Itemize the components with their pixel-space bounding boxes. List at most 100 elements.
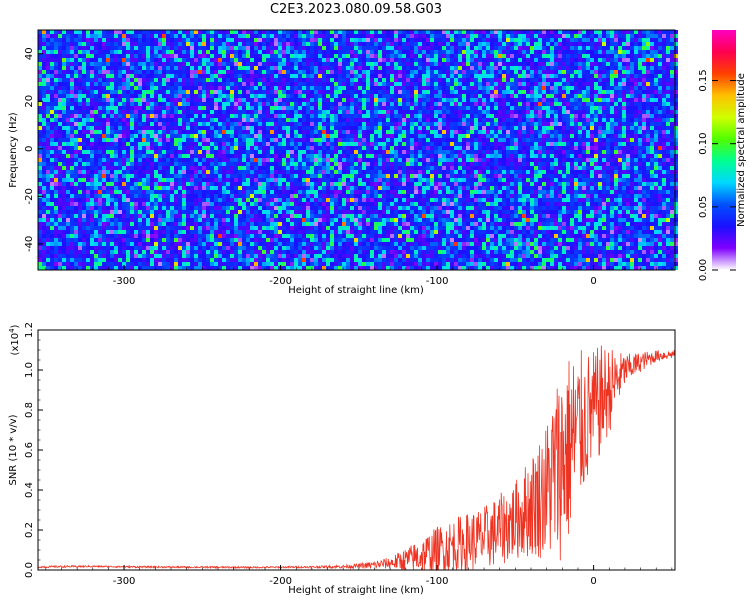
heatmap-cell [590,54,594,58]
heatmap-cell [46,58,50,62]
heatmap-cell [562,150,566,154]
heatmap-cell [218,118,222,122]
heatmap-cell [394,42,398,46]
heatmap-cell [126,98,130,102]
heatmap-cell [74,90,78,94]
heatmap-cell [82,130,86,134]
heatmap-cell [330,134,334,138]
heatmap-cell [378,126,382,130]
heatmap-cell [398,114,402,118]
heatmap-cell [586,74,590,78]
heatmap-cell [322,126,326,130]
heatmap-cell [50,138,54,142]
heatmap-cell [406,42,410,46]
heatmap-cell [618,150,622,154]
heatmap-cell [590,74,594,78]
heatmap-cell [446,106,450,110]
heatmap-cell [506,42,510,46]
heatmap-cell [402,102,406,106]
heatmap-cell [222,130,226,134]
heatmap-cell [394,30,398,34]
heatmap-cell [254,94,258,98]
heatmap-cell [342,90,346,94]
heatmap-cell [426,98,430,102]
heatmap-cell [634,130,638,134]
heatmap-cell [306,110,310,114]
heatmap-cell [410,70,414,74]
heatmap-cell [134,138,138,142]
heatmap-cell [358,38,362,42]
heatmap-cell [582,66,586,70]
heatmap-cell [486,78,490,82]
heatmap-cell [186,82,190,86]
heatmap-cell [622,50,626,54]
heatmap-cell [150,62,154,66]
heatmap-cell [518,58,522,62]
heatmap-cell [614,130,618,134]
heatmap-cell [634,110,638,114]
heatmap-cell [282,54,286,58]
heatmap-cell [74,50,78,54]
heatmap-cell [206,106,210,110]
heatmap-cell [58,150,62,154]
heatmap-cell [154,130,158,134]
heatmap-cell [234,122,238,126]
heatmap-cell [38,138,42,142]
heatmap-cell [154,98,158,102]
heatmap-cell [446,130,450,134]
heatmap-cell [674,82,678,86]
heatmap-cell [662,34,666,38]
heatmap-cell [510,150,514,154]
heatmap-cell [146,142,150,146]
heatmap-cell [582,142,586,146]
heatmap-cell [454,134,458,138]
heatmap-cell [110,86,114,90]
heatmap-cell [582,70,586,74]
heatmap-cell [394,50,398,54]
heatmap-cell [462,66,466,70]
heatmap-cell [326,150,330,154]
heatmap-cell [490,38,494,42]
heatmap-cell [122,58,126,62]
heatmap-cell [350,98,354,102]
heatmap-cell [54,122,58,126]
heatmap-cell [254,150,258,154]
heatmap-cell [534,150,538,154]
heatmap-cell [410,62,414,66]
heatmap-cell [554,106,558,110]
heatmap-cell [114,150,118,154]
heatmap-cell [318,70,322,74]
heatmap-cell [294,30,298,34]
heatmap-cell [546,50,550,54]
heatmap-cell [654,38,658,42]
heatmap-cell [618,106,622,110]
heatmap-cell [562,134,566,138]
heatmap-cell [566,150,570,154]
heatmap-cell [618,94,622,98]
heatmap-cell [246,102,250,106]
heatmap-cell [482,122,486,126]
heatmap-cell [438,102,442,106]
heatmap-cell [418,98,422,102]
heatmap-cell [318,118,322,122]
heatmap-cell [206,102,210,106]
heatmap-cell [278,130,282,134]
heatmap-cell [170,90,174,94]
heatmap-cell [450,66,454,70]
heatmap-cell [38,146,42,150]
heatmap-cell [194,106,198,110]
heatmap-cell [366,130,370,134]
heatmap-cell [462,102,466,106]
heatmap-cell [642,30,646,34]
heatmap-cell [222,50,226,54]
heatmap-cell [86,102,90,106]
heatmap-cell [170,70,174,74]
heatmap-cell [478,130,482,134]
heatmap-cell [442,58,446,62]
heatmap-cell [462,150,466,154]
heatmap-cell [266,150,270,154]
heatmap-cell [198,50,202,54]
heatmap-cell [298,50,302,54]
heatmap-cell [590,42,594,46]
heatmap-cell [518,66,522,70]
